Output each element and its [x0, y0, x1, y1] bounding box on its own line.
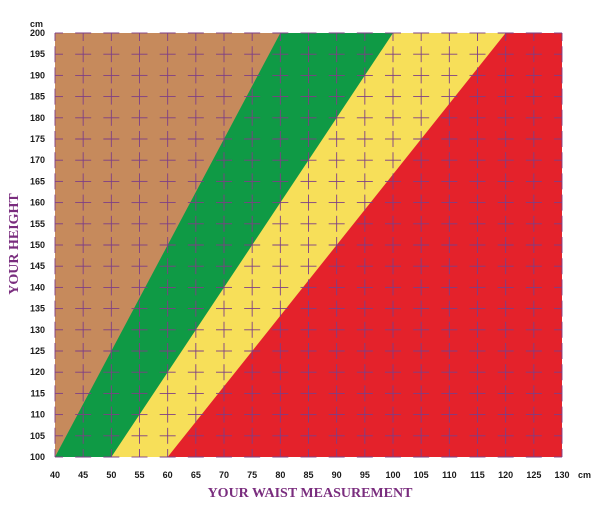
x-tick-label: 130 [554, 470, 569, 480]
y-tick-label: 145 [30, 261, 45, 271]
x-tick-label: 50 [106, 470, 116, 480]
x-tick-label: 55 [134, 470, 144, 480]
x-tick-label: 95 [360, 470, 370, 480]
y-tick-label: 190 [30, 70, 45, 80]
y-tick-label: 135 [30, 304, 45, 314]
x-tick-label: 60 [163, 470, 173, 480]
y-axis-title: YOUR HEIGHT [7, 193, 22, 295]
y-tick-label: 195 [30, 49, 45, 59]
y-tick-label: 170 [30, 155, 45, 165]
y-tick-label: 155 [30, 219, 45, 229]
x-tick-label: 65 [191, 470, 201, 480]
x-tick-label: 125 [526, 470, 541, 480]
y-tick-label: 175 [30, 134, 45, 144]
y-tick-label: 100 [30, 452, 45, 462]
x-axis-title: YOUR WAIST MEASUREMENT [208, 486, 414, 501]
y-tick-label: 140 [30, 282, 45, 292]
y-tick-label: 165 [30, 176, 45, 186]
y-tick-label: 150 [30, 240, 45, 250]
y-tick-label: 160 [30, 198, 45, 208]
x-axis-ticks: 40 45 50 55 60 65 70 75 80 85 90 95 100 105 110 115 120 1… [50, 470, 570, 480]
x-tick-label: 120 [498, 470, 513, 480]
chart-grid [54, 32, 563, 458]
x-tick-label: 70 [219, 470, 229, 480]
x-tick-label: 75 [247, 470, 257, 480]
x-tick-label: 115 [470, 470, 485, 480]
y-axis-ticks: 100 105 110 115 120 125 130 135 140 145 150 155 160 1… [30, 28, 45, 462]
y-unit-label: cm [30, 19, 43, 29]
x-tick-label: 85 [303, 470, 313, 480]
x-tick-label: 100 [385, 470, 400, 480]
x-tick-label: 80 [275, 470, 285, 480]
y-tick-label: 125 [30, 346, 45, 356]
y-tick-label: 120 [30, 367, 45, 377]
x-tick-label: 105 [414, 470, 429, 480]
x-tick-label: 40 [50, 470, 60, 480]
x-tick-label: 90 [332, 470, 342, 480]
y-tick-label: 105 [30, 431, 45, 441]
x-tick-label: 45 [78, 470, 88, 480]
y-tick-label: 200 [30, 28, 45, 38]
y-tick-label: 180 [30, 113, 45, 123]
y-tick-label: 115 [30, 388, 45, 398]
x-tick-label: 110 [442, 470, 457, 480]
y-tick-label: 185 [30, 92, 45, 102]
x-unit-label: cm [578, 470, 591, 480]
y-tick-label: 130 [30, 325, 45, 335]
y-tick-label: 110 [30, 410, 45, 420]
